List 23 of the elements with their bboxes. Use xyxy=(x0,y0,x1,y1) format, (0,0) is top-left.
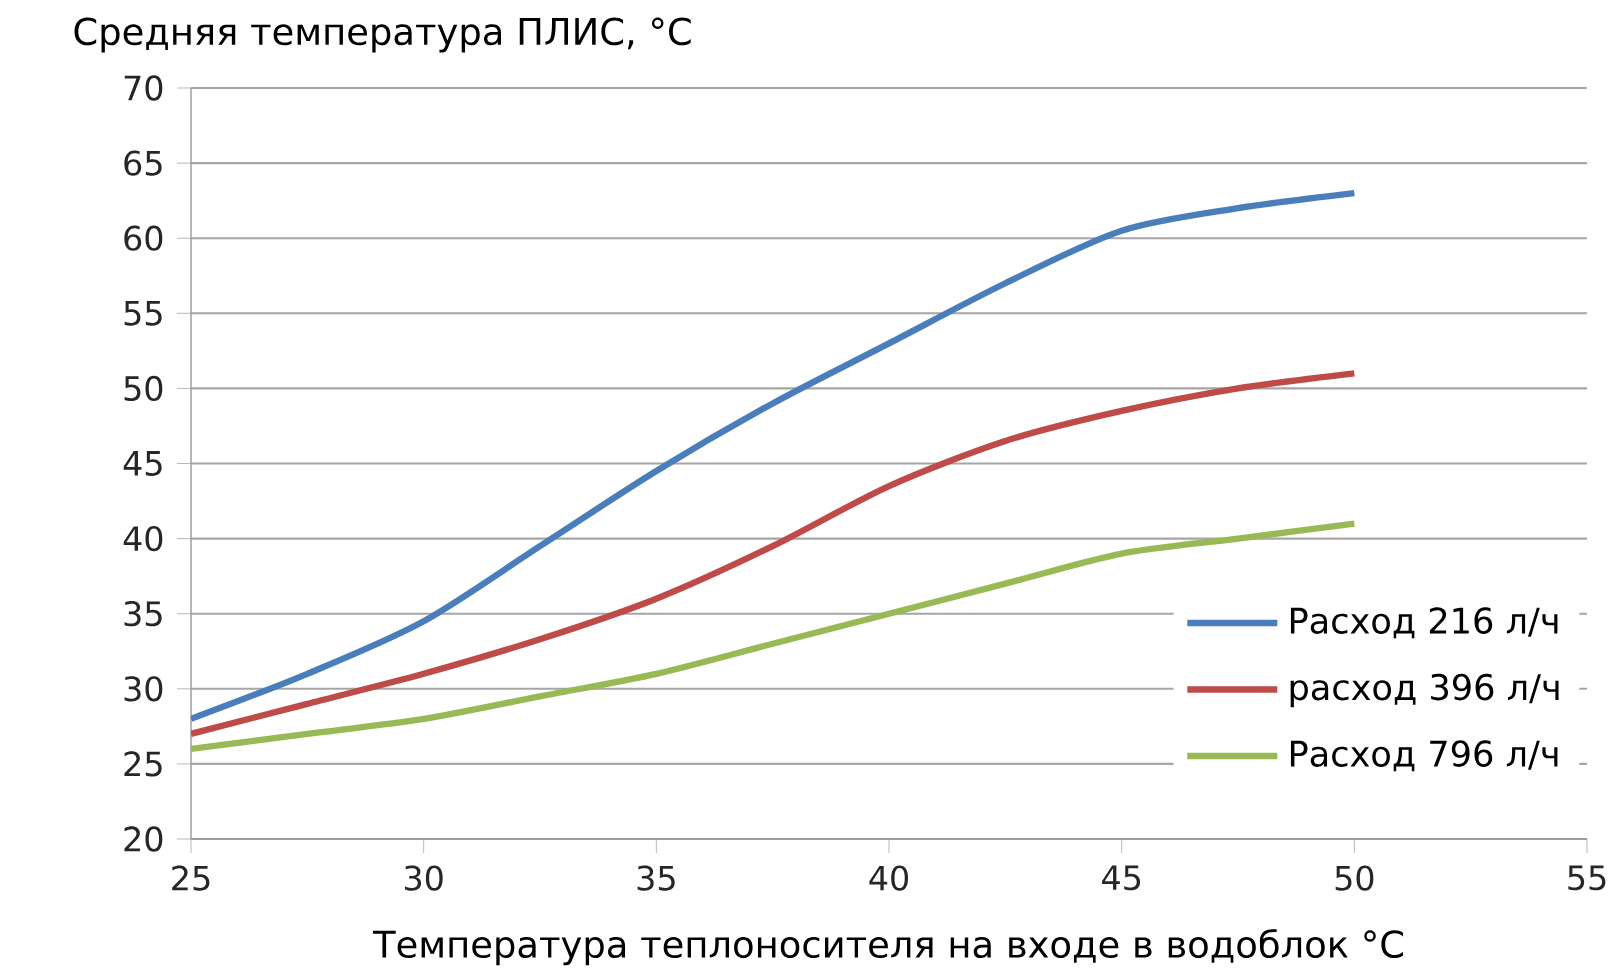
x-tick-label: 25 xyxy=(172,865,210,891)
y-tick-label: 35 xyxy=(124,601,162,627)
y-tick-label: 60 xyxy=(124,225,163,251)
y-tick-label: 50 xyxy=(124,375,163,402)
y-tick-label: 65 xyxy=(124,150,162,176)
x-tick-label: 50 xyxy=(1335,865,1374,891)
y-axis-title: Средняя температура ПЛИС, °С xyxy=(74,17,691,53)
x-axis-title: Температура теплоносителя на входе в водоблок °С xyxy=(372,928,1404,966)
y-tick-label: 70 xyxy=(124,75,163,101)
legend-label: Расход 796 л/ч xyxy=(1290,740,1558,772)
y-tick-label: 20 xyxy=(124,826,163,852)
legend-label: Расход 216 л/ч xyxy=(1290,607,1558,639)
y-tick-label: 40 xyxy=(123,525,163,552)
x-tick-label: 55 xyxy=(1568,865,1606,891)
y-tick-label: 45 xyxy=(123,451,162,476)
y-tick-label: 30 xyxy=(124,676,163,702)
y-tick-label: 55 xyxy=(124,300,162,326)
x-tick-label: 45 xyxy=(1102,865,1141,891)
x-tick-label: 35 xyxy=(637,865,675,891)
y-tick-label: 25 xyxy=(124,751,162,777)
x-tick-label: 40 xyxy=(869,865,909,891)
legend-label: расход 396 л/ч xyxy=(1290,673,1559,708)
x-tick-label: 30 xyxy=(404,865,443,891)
